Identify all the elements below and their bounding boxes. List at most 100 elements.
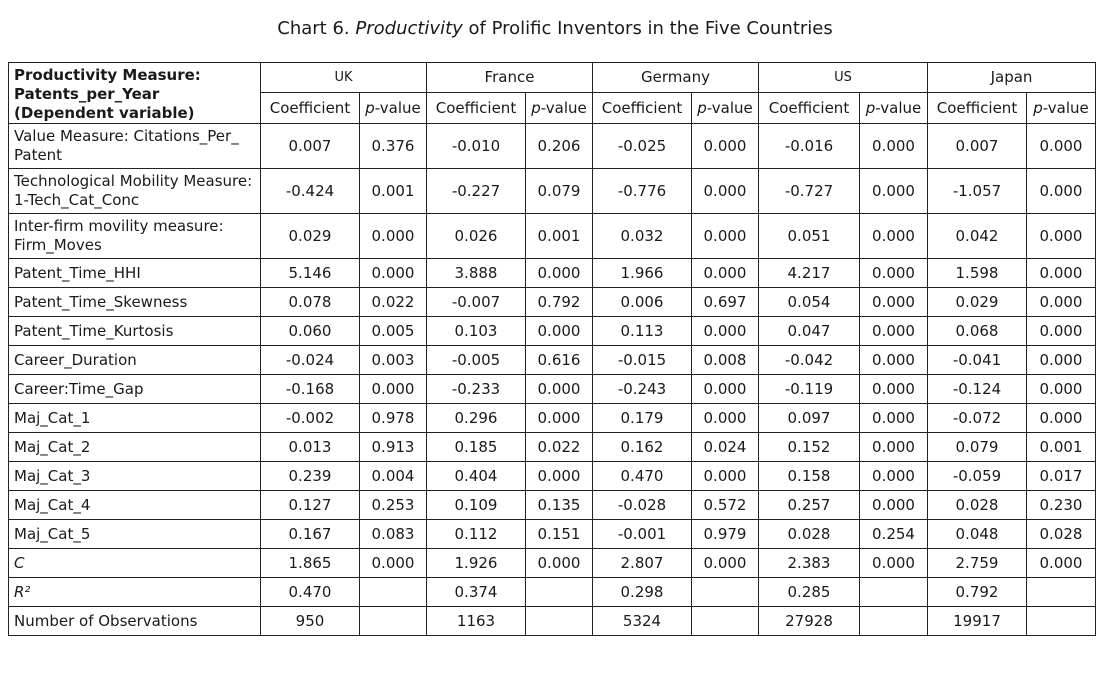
coefficient-cell: 0.374 [426, 577, 526, 607]
coefficient-cell: 0.097 [758, 403, 860, 433]
p-value-cell [859, 577, 928, 607]
row-label: Maj_Cat_3 [8, 461, 261, 491]
row-label: Career_Duration [8, 345, 261, 375]
p-value-cell: 0.000 [859, 403, 928, 433]
table-row: Career:Time_Gap -0.168 0.000 -0.233 0.000 -0.… [8, 374, 1096, 404]
coefficient-cell: 0.032 [592, 213, 692, 259]
p-value-cell: 0.000 [859, 374, 928, 404]
coefficient-cell: 0.404 [426, 461, 526, 491]
coefficient-cell: 5.146 [260, 258, 360, 288]
table-row: Value Measure: Citations_Per_ Patent 0.00… [8, 123, 1096, 169]
coefficient-cell: 5324 [592, 606, 692, 636]
p-value-cell: 0.000 [859, 213, 928, 259]
table-row: Number of Observations 950 1163 5324 27928 19… [8, 606, 1096, 636]
coefficient-cell: 950 [260, 606, 360, 636]
coefficient-header: Coefficient [927, 92, 1027, 124]
p-value-cell: 0.206 [525, 123, 593, 169]
p-value-cell [359, 577, 427, 607]
row-label: Patent_Time_HHI [8, 258, 261, 288]
p-value-cell: 0.017 [1026, 461, 1096, 491]
p-value-cell: 0.000 [1026, 548, 1096, 578]
coefficient-cell: 0.103 [426, 316, 526, 346]
coefficient-cell: 0.470 [592, 461, 692, 491]
p-value-cell: 0.000 [1026, 403, 1096, 433]
country-header-france: France [426, 62, 593, 93]
p-value-cell: 0.000 [525, 548, 593, 578]
p-value-cell: 0.000 [359, 258, 427, 288]
p-value-cell: 0.000 [859, 345, 928, 375]
row-label: C [8, 548, 261, 578]
p-value-cell: 0.005 [359, 316, 427, 346]
coefficient-cell: -0.041 [927, 345, 1027, 375]
p-value-cell: 0.978 [359, 403, 427, 433]
table-row: Maj_Cat_5 0.167 0.083 0.112 0.151 -0.001 0.979… [8, 519, 1096, 549]
p-value-cell: 0.000 [359, 548, 427, 578]
p-value-cell [859, 606, 928, 636]
p-value-cell: 0.000 [1026, 123, 1096, 169]
coefficient-cell: 2.807 [592, 548, 692, 578]
title-prefix: Chart 6. [277, 18, 350, 39]
p-value-cell: 0.028 [1026, 519, 1096, 549]
p-value-cell: 0.000 [859, 461, 928, 491]
p-value-cell: 0.024 [691, 432, 759, 462]
coefficient-cell: 0.285 [758, 577, 860, 607]
coefficient-cell: 0.026 [426, 213, 526, 259]
p-value-cell: 0.000 [359, 213, 427, 259]
coefficient-cell: -1.057 [927, 168, 1027, 214]
coefficient-cell: -0.010 [426, 123, 526, 169]
coefficient-cell: 0.042 [927, 213, 1027, 259]
coefficient-cell: 0.028 [758, 519, 860, 549]
p-value-cell: 0.000 [859, 258, 928, 288]
coefficient-cell: -0.168 [260, 374, 360, 404]
coefficient-cell: -0.243 [592, 374, 692, 404]
p-value-cell: 0.001 [525, 213, 593, 259]
chart-title: Chart 6. Productivity of Prolific Invent… [0, 17, 1110, 41]
p-value-cell: 0.254 [859, 519, 928, 549]
coefficient-cell: 2.759 [927, 548, 1027, 578]
table-row: Patent_Time_Skewness 0.078 0.022 -0.007 0.79… [8, 287, 1096, 317]
coefficient-cell: 27928 [758, 606, 860, 636]
coefficient-cell: -0.024 [260, 345, 360, 375]
p-value-cell: 0.000 [525, 461, 593, 491]
coefficient-cell: -0.016 [758, 123, 860, 169]
table-row: Patent_Time_Kurtosis 0.060 0.005 0.103 0.000… [8, 316, 1096, 346]
dependent-variable-header: Productivity Measure: Patents_per_Year (… [8, 62, 261, 124]
coefficient-cell: 0.239 [260, 461, 360, 491]
coefficient-header: Coefficient [592, 92, 692, 124]
p-value-cell [691, 606, 759, 636]
p-value-cell: 0.913 [359, 432, 427, 462]
p-value-cell: 0.979 [691, 519, 759, 549]
coefficient-cell: -0.227 [426, 168, 526, 214]
coefficient-cell: 0.006 [592, 287, 692, 317]
country-header-germany: Germany [592, 62, 759, 93]
row-label: Maj_Cat_4 [8, 490, 261, 520]
p-value-header: p-value [525, 92, 593, 124]
p-value-cell: 0.000 [859, 490, 928, 520]
p-value-cell: 0.253 [359, 490, 427, 520]
table-row: R² 0.470 0.374 0.298 0.285 0.792 [8, 577, 1096, 607]
country-header-uk: UK [260, 62, 427, 93]
p-value-cell: 0.376 [359, 123, 427, 169]
row-label: Maj_Cat_5 [8, 519, 261, 549]
p-value-cell: 0.000 [525, 374, 593, 404]
p-value-cell: 0.022 [525, 432, 593, 462]
coefficient-cell: -0.028 [592, 490, 692, 520]
p-value-cell: 0.000 [859, 287, 928, 317]
p-value-cell: 0.000 [691, 258, 759, 288]
p-value-cell: 0.001 [359, 168, 427, 214]
p-value-cell: 0.572 [691, 490, 759, 520]
coefficient-cell: -0.015 [592, 345, 692, 375]
p-value-cell: 0.792 [525, 287, 593, 317]
coefficient-cell: 0.078 [260, 287, 360, 317]
p-value-cell: 0.000 [1026, 374, 1096, 404]
coefficient-cell: 0.068 [927, 316, 1027, 346]
coefficient-cell: 0.470 [260, 577, 360, 607]
coefficient-cell: 4.217 [758, 258, 860, 288]
p-value-cell: 0.003 [359, 345, 427, 375]
table-row: Maj_Cat_3 0.239 0.004 0.404 0.000 0.470 0.000 0… [8, 461, 1096, 491]
row-label: Value Measure: Citations_Per_ Patent [8, 123, 261, 169]
p-value-cell [1026, 606, 1096, 636]
coefficient-cell: 0.113 [592, 316, 692, 346]
coefficient-cell: -0.059 [927, 461, 1027, 491]
coefficient-cell: -0.776 [592, 168, 692, 214]
